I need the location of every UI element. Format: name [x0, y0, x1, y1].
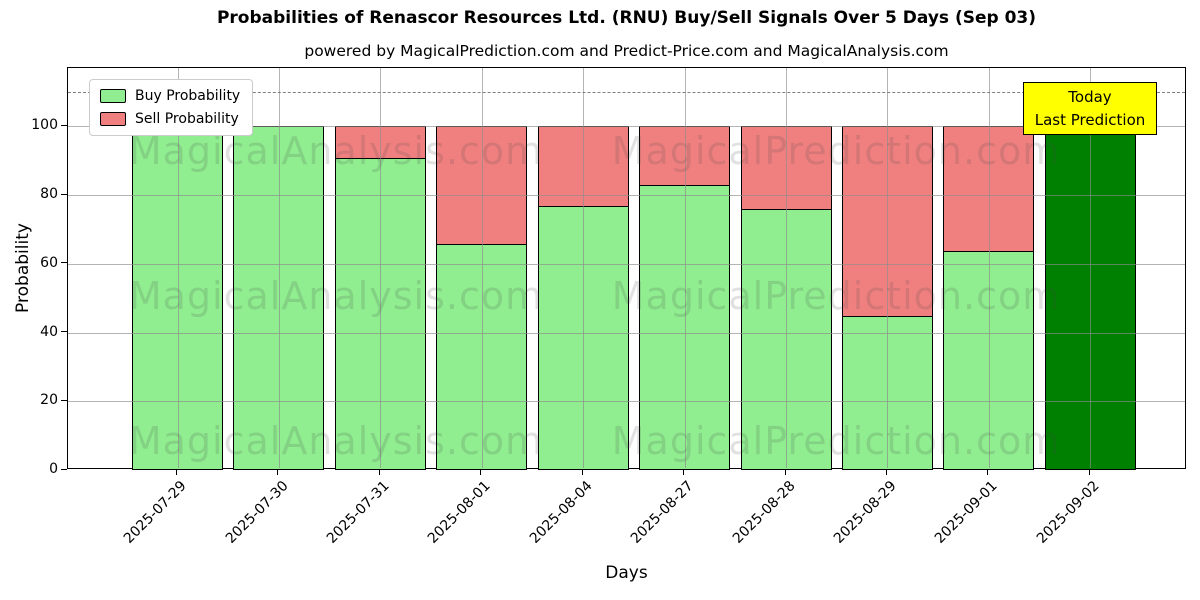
x-axis-label: Days	[605, 563, 648, 583]
x-tick-label: 2025-08-04	[526, 478, 596, 547]
x-tick-mark	[176, 469, 177, 475]
legend-entry-buy: Buy Probability	[100, 88, 240, 104]
y-tick-label: 20	[40, 392, 58, 409]
grid-line-vertical	[887, 68, 889, 468]
x-tick-label: 2025-08-28	[729, 478, 799, 547]
x-tick-mark	[378, 469, 380, 475]
x-tick-mark	[987, 469, 989, 475]
grid-line-vertical	[177, 68, 179, 468]
grid-line-vertical	[786, 68, 788, 468]
y-tick-label: 100	[31, 117, 58, 134]
grid-line-vertical	[988, 68, 990, 468]
x-tick-label: 2025-07-29	[120, 478, 190, 547]
grid-line-vertical	[1090, 68, 1092, 468]
x-tick-mark	[885, 469, 887, 475]
grid-line-vertical	[481, 68, 483, 468]
grid-line-vertical	[684, 68, 686, 468]
today-annotation: Today Last Prediction	[1023, 82, 1157, 135]
legend: Buy Probability Sell Probability	[89, 79, 254, 136]
x-tick-mark	[277, 469, 279, 475]
watermark-text: MagicalAnalysis.com	[128, 274, 544, 318]
sell-swatch-icon	[100, 112, 126, 126]
grid-line-horizontal	[68, 401, 1185, 403]
x-tick-label: 2025-07-30	[222, 478, 292, 547]
watermark-text: MagicalAnalysis.com	[128, 129, 544, 173]
grid-line-vertical	[380, 68, 382, 468]
plot-area: Buy Probability Sell Probability Today L…	[67, 67, 1186, 470]
x-tick-label: 2025-08-01	[425, 478, 495, 547]
x-tick-mark	[1088, 469, 1090, 475]
y-tick-mark	[61, 331, 67, 333]
legend-label-buy: Buy Probability	[135, 88, 241, 104]
x-tick-label: 2025-08-27	[628, 478, 697, 547]
x-tick-label: 2025-07-31	[323, 478, 393, 547]
watermark-text: MagicalPrediction.com	[611, 419, 1061, 463]
today-annotation-line2: Last Prediction	[1034, 110, 1146, 129]
x-tick-mark	[784, 469, 786, 475]
x-tick-mark	[581, 469, 583, 475]
y-tick-label: 40	[40, 323, 58, 340]
legend-label-sell: Sell Probability	[135, 111, 239, 127]
x-tick-mark	[683, 469, 685, 475]
grid-line-horizontal	[68, 332, 1185, 334]
chart-subtitle: powered by MagicalPrediction.com and Pre…	[304, 42, 949, 60]
x-tick-mark	[480, 469, 482, 475]
watermark-text: MagicalAnalysis.com	[128, 419, 544, 463]
y-tick-mark	[61, 399, 67, 401]
x-tick-label: 2025-09-02	[1033, 478, 1103, 547]
y-tick-mark	[61, 468, 67, 470]
grid-line-horizontal	[68, 126, 1185, 128]
y-tick-label: 0	[49, 461, 58, 477]
grid-line-vertical	[583, 68, 585, 468]
y-tick-mark	[61, 262, 67, 264]
watermark-text: MagicalPrediction.com	[611, 129, 1061, 173]
chart-title: Probabilities of Renascor Resources Ltd.…	[216, 8, 1037, 28]
y-tick-mark	[61, 193, 67, 195]
threshold-dashed-line	[68, 92, 1185, 94]
y-tick-label: 60	[40, 254, 58, 271]
x-tick-label: 2025-09-01	[932, 478, 1002, 547]
legend-entry-sell: Sell Probability	[100, 111, 240, 127]
grid-line-vertical	[278, 68, 280, 468]
buy-swatch-icon	[100, 89, 126, 103]
grid-line-horizontal	[68, 195, 1185, 197]
grid-line-horizontal	[68, 263, 1185, 265]
y-tick-mark	[61, 124, 67, 126]
today-annotation-line1: Today	[1068, 88, 1112, 106]
watermark-text: MagicalPrediction.com	[611, 274, 1061, 318]
x-tick-label: 2025-08-29	[830, 478, 900, 547]
y-tick-label: 80	[40, 186, 58, 203]
